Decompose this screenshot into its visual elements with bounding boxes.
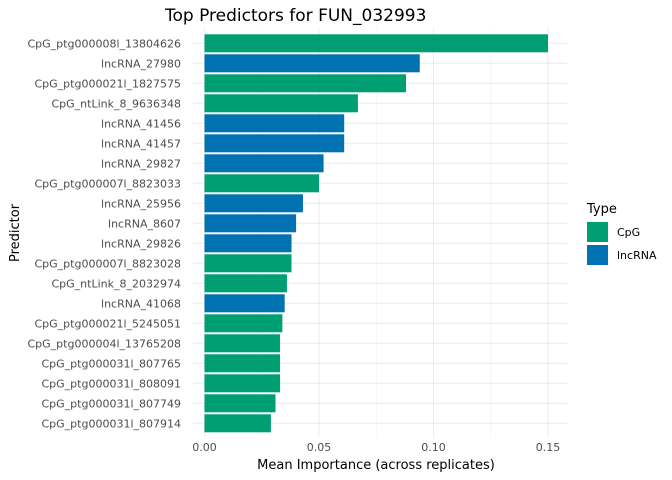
bar bbox=[204, 94, 358, 113]
y-tick-label: CpG_ptg000031l_807749 bbox=[41, 397, 181, 410]
x-tick-label: 0.15 bbox=[536, 441, 561, 454]
y-tick-label: CpG_ptg000021l_5245051 bbox=[34, 317, 181, 330]
y-tick-label: CpG_ptg000007l_8823033 bbox=[34, 177, 181, 190]
bar bbox=[204, 54, 420, 73]
chart-title: Top Predictors for FUN_032993 bbox=[164, 6, 426, 26]
y-tick-label: CpG_ptg000021l_1827575 bbox=[34, 77, 181, 90]
y-tick-label: CpG_ptg000031l_808091 bbox=[41, 377, 181, 390]
legend-key bbox=[587, 222, 608, 242]
x-axis-label: Mean Importance (across replicates) bbox=[257, 458, 495, 473]
x-tick-label: 0.00 bbox=[192, 441, 217, 454]
legend-key bbox=[587, 245, 608, 265]
y-tick-label: CpG_ptg000031l_807914 bbox=[41, 417, 181, 430]
y-axis-label: Predictor bbox=[8, 203, 23, 262]
y-tick-label: lncRNA_41456 bbox=[101, 117, 181, 130]
bar bbox=[204, 414, 271, 433]
bar bbox=[204, 234, 292, 253]
x-tick-labels: 0.00 0.05 0.10 0.15 bbox=[192, 441, 560, 454]
legend-label: CpG bbox=[617, 226, 640, 239]
legend-label: lncRNA bbox=[617, 249, 657, 262]
y-tick-label: CpG_ntLink_8_2032974 bbox=[52, 277, 182, 290]
bar bbox=[204, 154, 324, 173]
bar bbox=[204, 74, 407, 93]
bar bbox=[204, 194, 303, 213]
y-tick-label: CpG_ptg000007l_8823028 bbox=[34, 257, 181, 270]
y-tick-label: lncRNA_29826 bbox=[101, 237, 181, 250]
bar bbox=[204, 274, 287, 293]
bar bbox=[204, 114, 345, 133]
legend-title: Type bbox=[586, 202, 617, 217]
legend: Type CpG lncRNA bbox=[586, 202, 657, 265]
bar bbox=[204, 254, 292, 273]
bar bbox=[204, 354, 281, 373]
y-tick-label: lncRNA_41457 bbox=[101, 137, 181, 150]
y-tick-label: CpG_ptg000031l_807765 bbox=[41, 357, 181, 370]
x-tick-label: 0.10 bbox=[421, 441, 446, 454]
y-tick-label: CpG_ntLink_8_9636348 bbox=[52, 97, 182, 110]
y-tick-label: lncRNA_41068 bbox=[101, 297, 181, 310]
bar bbox=[204, 314, 283, 333]
bar bbox=[204, 34, 548, 53]
bar bbox=[204, 394, 276, 413]
y-tick-label: CpG_ptg000008l_13804626 bbox=[27, 37, 181, 50]
y-tick-label: lncRNA_25956 bbox=[101, 197, 181, 210]
bar bbox=[204, 214, 297, 233]
y-tick-label: lncRNA_29827 bbox=[101, 157, 181, 170]
x-tick-label: 0.05 bbox=[307, 441, 332, 454]
y-tick-label: lncRNA_8607 bbox=[108, 217, 181, 230]
bar bbox=[204, 374, 281, 393]
bar bbox=[204, 134, 345, 153]
bars bbox=[204, 34, 548, 433]
bar bbox=[204, 334, 281, 353]
y-tick-label: CpG_ptg000004l_13765208 bbox=[27, 337, 181, 350]
legend-items: CpG lncRNA bbox=[587, 222, 657, 265]
y-tick-labels: CpG_ptg000008l_13804626 lncRNA_27980 CpG_p… bbox=[27, 37, 181, 430]
bar bbox=[204, 174, 319, 193]
bar bbox=[204, 294, 285, 313]
y-tick-label: lncRNA_27980 bbox=[101, 57, 181, 70]
